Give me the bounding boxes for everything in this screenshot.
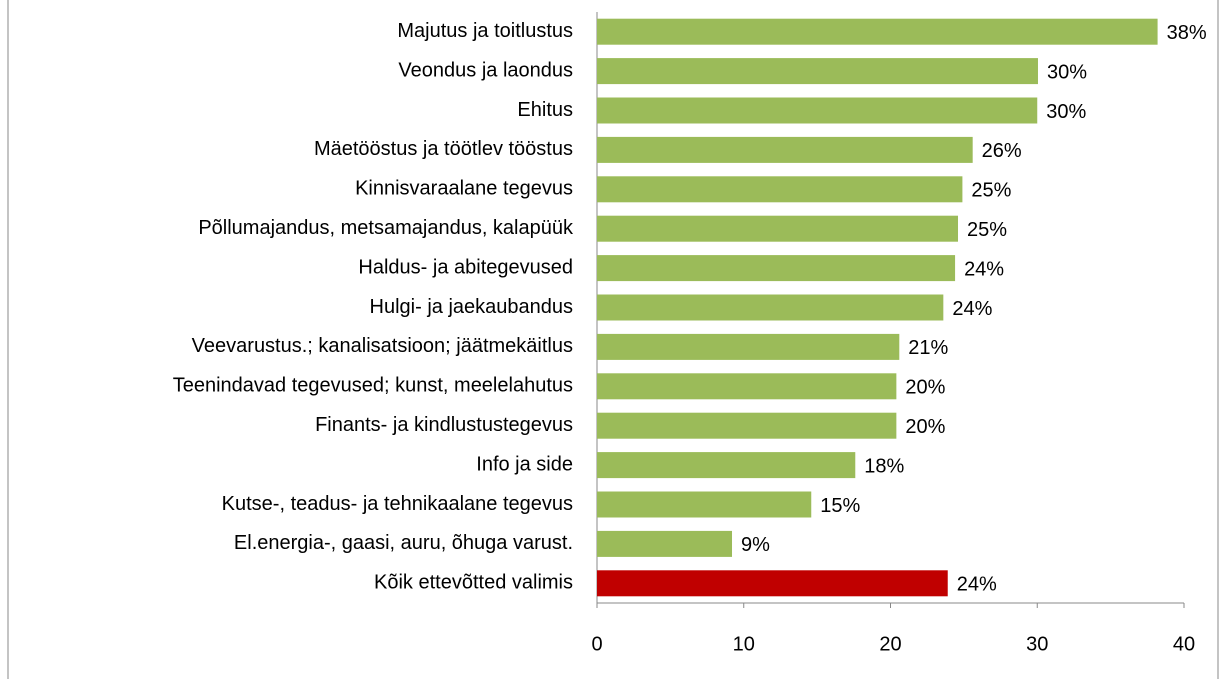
bar [597,373,897,400]
y-tick-label: Veevarustus.; kanalisatsioon; jäätmekäit… [192,335,573,357]
x-tick-label: 30 [1026,633,1048,655]
y-tick-label: Info ja side [476,453,573,475]
y-tick-label: Finants- ja kindlustustegevus [315,414,573,436]
x-tick-label: 20 [879,633,901,655]
bar [597,18,1158,45]
y-tick-label: Mäetööstus ja töötlev tööstus [314,138,573,160]
data-label: 30% [1047,61,1087,83]
data-label: 30% [1046,101,1086,123]
data-label: 20% [905,416,945,438]
y-tick-label: Majutus ja toitlustus [397,20,573,42]
x-tick-label: 40 [1173,633,1195,655]
bar [597,215,959,242]
bar [597,294,944,321]
bar [597,570,948,597]
data-label: 24% [952,298,992,320]
y-tick-label: Kutse-, teadus- ja tehnikaalane tegevus [222,493,573,515]
data-label: 20% [905,377,945,399]
y-tick-label: Ehitus [517,99,573,121]
bar [597,491,812,518]
bar [597,136,973,163]
y-tick-label: Teenindavad tegevused; kunst, meelelahut… [173,375,573,397]
data-label: 24% [957,574,997,596]
bar [597,255,956,282]
data-label: 9% [741,534,770,556]
data-label: 24% [964,258,1004,280]
y-tick-label: El.energia-, gaasi, auru, õhuga varust. [234,532,573,554]
bar [597,412,897,439]
data-label: 38% [1167,22,1207,44]
y-tick-label: Põllumajandus, metsamajandus, kalapüük [198,217,574,239]
data-label: 25% [967,219,1007,241]
y-tick-label: Kõik ettevõtted valimis [374,572,573,594]
y-tick-label: Haldus- ja abitegevused [358,256,573,278]
frame [7,0,1219,684]
bar [597,530,733,557]
x-tick-label: 10 [733,633,755,655]
y-tick-label: Kinnisvaraalane tegevus [355,178,573,200]
data-label: 18% [864,455,904,477]
bar [597,452,856,479]
bar [597,97,1038,124]
data-label: 21% [908,337,948,359]
data-label: 26% [982,140,1022,162]
x-tick-label: 0 [591,633,602,655]
bar [597,333,900,360]
y-tick-label: Hulgi- ja jaekaubandus [370,296,573,318]
data-label: 25% [971,180,1011,202]
bar [597,176,963,203]
data-label: 15% [820,495,860,517]
bar [597,58,1038,85]
y-tick-label: Veondus ja laondus [398,59,573,81]
